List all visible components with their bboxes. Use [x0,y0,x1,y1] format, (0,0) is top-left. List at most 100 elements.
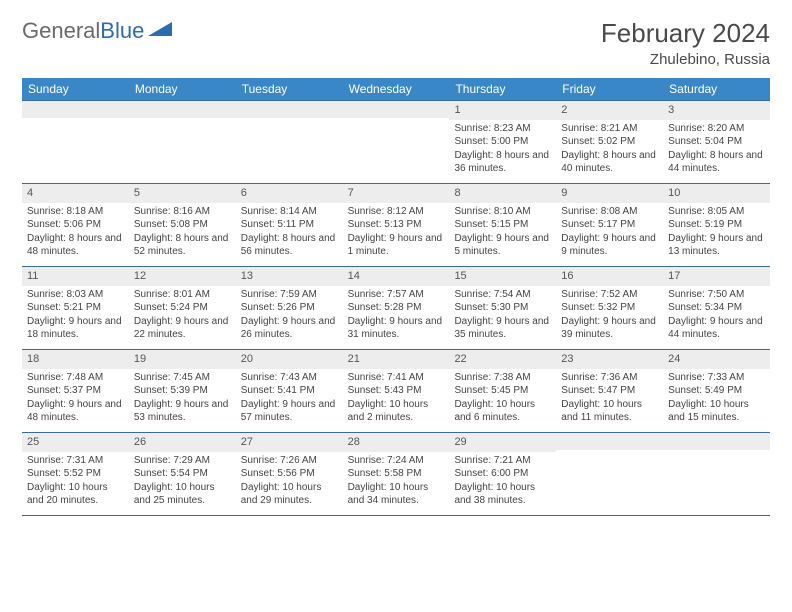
sunset-text: Sunset: 5:52 PM [27,467,124,481]
day-content [236,118,343,178]
day-content: Sunrise: 7:43 AMSunset: 5:41 PMDaylight:… [236,369,343,429]
weeks-container: 1Sunrise: 8:23 AMSunset: 5:00 PMDaylight… [22,100,770,515]
logo-text-first: General [22,18,100,44]
day-number: 14 [343,267,450,286]
day-content: Sunrise: 7:31 AMSunset: 5:52 PMDaylight:… [22,452,129,512]
day-cell: 19Sunrise: 7:45 AMSunset: 5:39 PMDayligh… [129,350,236,432]
sunset-text: Sunset: 5:49 PM [668,384,765,398]
daylight-text: Daylight: 10 hours and 15 minutes. [668,398,765,425]
week-row: 11Sunrise: 8:03 AMSunset: 5:21 PMDayligh… [22,266,770,349]
sunrise-text: Sunrise: 7:29 AM [134,454,231,468]
daylight-text: Daylight: 10 hours and 20 minutes. [27,481,124,508]
day-cell: 12Sunrise: 8:01 AMSunset: 5:24 PMDayligh… [129,267,236,349]
day-cell: 26Sunrise: 7:29 AMSunset: 5:54 PMDayligh… [129,433,236,515]
daylight-text: Daylight: 8 hours and 36 minutes. [454,149,551,176]
sunset-text: Sunset: 5:45 PM [454,384,551,398]
sunrise-text: Sunrise: 7:48 AM [27,371,124,385]
daylight-text: Daylight: 9 hours and 57 minutes. [241,398,338,425]
daylight-text: Daylight: 8 hours and 48 minutes. [27,232,124,259]
sunrise-text: Sunrise: 7:21 AM [454,454,551,468]
day-cell: 4Sunrise: 8:18 AMSunset: 5:06 PMDaylight… [22,184,129,266]
day-number: 21 [343,350,450,369]
day-content: Sunrise: 8:01 AMSunset: 5:24 PMDaylight:… [129,286,236,346]
day-content: Sunrise: 7:24 AMSunset: 5:58 PMDaylight:… [343,452,450,512]
weekday-header: Tuesday [236,78,343,100]
day-cell: 18Sunrise: 7:48 AMSunset: 5:37 PMDayligh… [22,350,129,432]
day-cell: 11Sunrise: 8:03 AMSunset: 5:21 PMDayligh… [22,267,129,349]
sunrise-text: Sunrise: 7:52 AM [561,288,658,302]
logo: GeneralBlue [22,18,174,44]
sunrise-text: Sunrise: 7:33 AM [668,371,765,385]
week-row: 25Sunrise: 7:31 AMSunset: 5:52 PMDayligh… [22,432,770,515]
day-cell: 9Sunrise: 8:08 AMSunset: 5:17 PMDaylight… [556,184,663,266]
day-cell: 20Sunrise: 7:43 AMSunset: 5:41 PMDayligh… [236,350,343,432]
sunrise-text: Sunrise: 8:05 AM [668,205,765,219]
day-content [556,450,663,510]
day-content: Sunrise: 7:54 AMSunset: 5:30 PMDaylight:… [449,286,556,346]
sunset-text: Sunset: 5:30 PM [454,301,551,315]
sunset-text: Sunset: 5:28 PM [348,301,445,315]
day-number: 15 [449,267,556,286]
sunset-text: Sunset: 5:08 PM [134,218,231,232]
day-number [129,101,236,118]
day-number: 16 [556,267,663,286]
day-content: Sunrise: 7:50 AMSunset: 5:34 PMDaylight:… [663,286,770,346]
day-cell: 25Sunrise: 7:31 AMSunset: 5:52 PMDayligh… [22,433,129,515]
sunset-text: Sunset: 5:06 PM [27,218,124,232]
daylight-text: Daylight: 9 hours and 26 minutes. [241,315,338,342]
weekday-header: Wednesday [343,78,450,100]
weekday-header: Sunday [22,78,129,100]
day-cell: 6Sunrise: 8:14 AMSunset: 5:11 PMDaylight… [236,184,343,266]
sunset-text: Sunset: 5:58 PM [348,467,445,481]
day-content: Sunrise: 7:29 AMSunset: 5:54 PMDaylight:… [129,452,236,512]
calendar: Sunday Monday Tuesday Wednesday Thursday… [22,78,770,516]
day-cell: 1Sunrise: 8:23 AMSunset: 5:00 PMDaylight… [449,101,556,183]
day-cell [236,101,343,183]
sunset-text: Sunset: 5:39 PM [134,384,231,398]
day-content: Sunrise: 8:16 AMSunset: 5:08 PMDaylight:… [129,203,236,263]
sunrise-text: Sunrise: 8:01 AM [134,288,231,302]
day-number: 4 [22,184,129,203]
day-content: Sunrise: 8:14 AMSunset: 5:11 PMDaylight:… [236,203,343,263]
weekday-header: Thursday [449,78,556,100]
sunset-text: Sunset: 5:13 PM [348,218,445,232]
sunset-text: Sunset: 5:37 PM [27,384,124,398]
day-number: 6 [236,184,343,203]
sunrise-text: Sunrise: 7:38 AM [454,371,551,385]
sunrise-text: Sunrise: 8:12 AM [348,205,445,219]
sunset-text: Sunset: 5:54 PM [134,467,231,481]
sunrise-text: Sunrise: 7:50 AM [668,288,765,302]
daylight-text: Daylight: 10 hours and 2 minutes. [348,398,445,425]
daylight-text: Daylight: 10 hours and 34 minutes. [348,481,445,508]
sunrise-text: Sunrise: 8:20 AM [668,122,765,136]
sunset-text: Sunset: 5:00 PM [454,135,551,149]
day-content: Sunrise: 7:38 AMSunset: 5:45 PMDaylight:… [449,369,556,429]
day-content: Sunrise: 7:52 AMSunset: 5:32 PMDaylight:… [556,286,663,346]
day-content: Sunrise: 8:18 AMSunset: 5:06 PMDaylight:… [22,203,129,263]
day-content [22,118,129,178]
sunrise-text: Sunrise: 8:14 AM [241,205,338,219]
sunrise-text: Sunrise: 8:08 AM [561,205,658,219]
day-number: 22 [449,350,556,369]
daylight-text: Daylight: 10 hours and 6 minutes. [454,398,551,425]
day-content: Sunrise: 8:03 AMSunset: 5:21 PMDaylight:… [22,286,129,346]
day-content: Sunrise: 7:26 AMSunset: 5:56 PMDaylight:… [236,452,343,512]
day-content [343,118,450,178]
day-cell: 7Sunrise: 8:12 AMSunset: 5:13 PMDaylight… [343,184,450,266]
day-number: 13 [236,267,343,286]
sunset-text: Sunset: 5:02 PM [561,135,658,149]
day-content: Sunrise: 8:08 AMSunset: 5:17 PMDaylight:… [556,203,663,263]
sunrise-text: Sunrise: 7:41 AM [348,371,445,385]
day-content: Sunrise: 7:21 AMSunset: 6:00 PMDaylight:… [449,452,556,512]
day-content: Sunrise: 7:33 AMSunset: 5:49 PMDaylight:… [663,369,770,429]
daylight-text: Daylight: 9 hours and 5 minutes. [454,232,551,259]
day-number: 24 [663,350,770,369]
sunrise-text: Sunrise: 7:45 AM [134,371,231,385]
day-cell: 24Sunrise: 7:33 AMSunset: 5:49 PMDayligh… [663,350,770,432]
day-number: 3 [663,101,770,120]
daylight-text: Daylight: 9 hours and 13 minutes. [668,232,765,259]
day-cell [129,101,236,183]
weekday-header: Monday [129,78,236,100]
sunset-text: Sunset: 5:19 PM [668,218,765,232]
day-number: 12 [129,267,236,286]
